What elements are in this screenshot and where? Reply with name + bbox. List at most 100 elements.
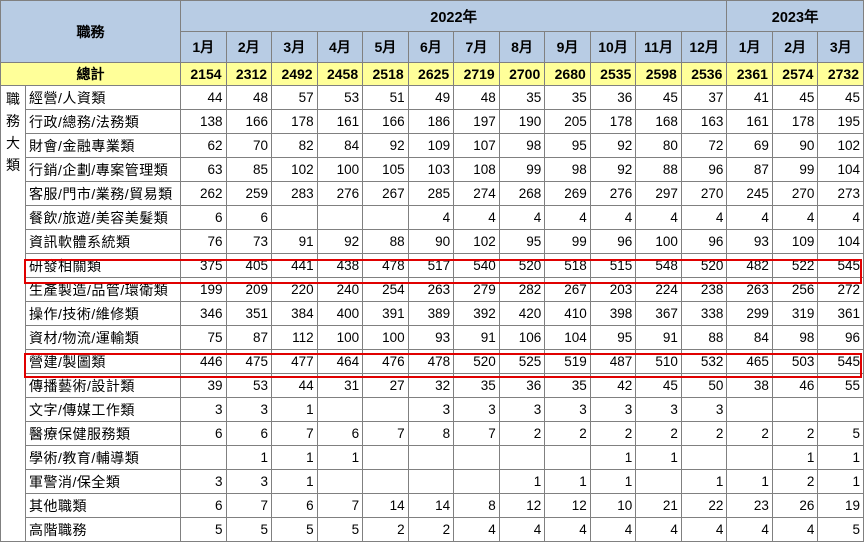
row-label: 研發相關類 [25, 253, 181, 278]
data-cell: 104 [817, 157, 864, 182]
data-cell: 1 [771, 445, 819, 470]
data-cell: 23 [726, 493, 773, 518]
data-cell: 276 [589, 181, 637, 206]
data-cell [407, 445, 455, 470]
total-cell: 2492 [271, 62, 318, 86]
row-label: 客服/門市/業務/貿易類 [25, 181, 181, 206]
data-cell: 41 [726, 85, 773, 110]
month-header: 2月 [225, 31, 273, 63]
data-cell: 3 [225, 397, 273, 422]
data-cell [362, 469, 409, 494]
data-cell: 1 [498, 469, 546, 494]
data-cell: 109 [407, 133, 455, 158]
data-cell [362, 445, 409, 470]
data-cell: 5 [817, 421, 864, 446]
data-cell: 3 [544, 397, 591, 422]
data-cell: 99 [544, 229, 591, 254]
data-cell: 53 [316, 85, 364, 110]
row-label: 醫療保健服務類 [25, 421, 181, 446]
data-cell: 90 [407, 229, 455, 254]
table-row: 其他職類 6 7 6 7 14 14 8 12 12 10 21 22 23 26 19 [1, 493, 864, 518]
data-cell: 1 [817, 445, 864, 470]
data-cell: 517 [407, 253, 455, 278]
month-header: 4月 [316, 31, 364, 63]
data-cell: 5 [225, 517, 273, 542]
data-cell: 96 [680, 229, 728, 254]
data-cell: 545 [817, 349, 864, 374]
data-cell: 44 [271, 373, 318, 398]
total-cell: 2700 [498, 62, 546, 86]
data-cell: 95 [544, 133, 591, 158]
data-cell: 35 [453, 373, 500, 398]
total-row: 總計 2154 2312 2492 2458 2518 2625 2719 2700 2680 25… [0, 62, 864, 86]
total-label: 總計 [0, 62, 181, 86]
data-cell: 3 [498, 397, 546, 422]
table-row: 營建/製圖類 446 475 477 464 476 478 520 525 519 487 510 5… [1, 349, 864, 374]
data-cell: 503 [771, 349, 819, 374]
data-cell: 3 [180, 397, 227, 422]
data-cell: 224 [635, 277, 682, 302]
month-header: 11月 [635, 31, 682, 63]
data-cell: 35 [498, 85, 546, 110]
data-cell: 548 [635, 253, 682, 278]
data-cell: 8 [407, 421, 455, 446]
data-cell: 95 [589, 325, 637, 350]
data-cell: 96 [589, 229, 637, 254]
data-cell: 272 [817, 277, 864, 302]
data-cell: 4 [635, 517, 682, 542]
data-cell: 7 [316, 493, 364, 518]
data-cell: 87 [225, 325, 273, 350]
data-cell: 1 [589, 445, 637, 470]
data-cell: 6 [271, 493, 318, 518]
data-cell: 178 [271, 109, 318, 134]
data-cell [726, 397, 773, 422]
data-cell: 256 [771, 277, 819, 302]
data-cell: 70 [225, 133, 273, 158]
data-cell: 1 [271, 445, 318, 470]
data-cell: 93 [726, 229, 773, 254]
table-row: 傳播藝術/設計類 39 53 44 31 27 32 35 36 35 42 45 50 38 46 55 [1, 373, 864, 398]
data-cell: 2 [635, 421, 682, 446]
total-cell: 2680 [544, 62, 591, 86]
data-cell: 108 [453, 157, 500, 182]
data-cell: 161 [316, 109, 364, 134]
data-cell: 161 [726, 109, 773, 134]
data-cell: 351 [225, 301, 273, 326]
data-cell: 50 [680, 373, 728, 398]
data-cell: 522 [771, 253, 819, 278]
data-cell: 6 [180, 205, 227, 230]
data-cell: 72 [680, 133, 728, 158]
month-header: 3月 [817, 31, 864, 63]
row-label: 學術/教育/輔導類 [25, 445, 181, 470]
data-cell: 48 [453, 85, 500, 110]
data-cell: 4 [544, 205, 591, 230]
data-cell: 85 [225, 157, 273, 182]
data-cell: 375 [180, 253, 227, 278]
data-cell: 84 [316, 133, 364, 158]
data-cell: 240 [316, 277, 364, 302]
data-cell: 254 [362, 277, 409, 302]
data-cell: 1 [225, 445, 273, 470]
data-cell: 62 [180, 133, 227, 158]
data-cell: 384 [271, 301, 318, 326]
table-row: 行銷/企劃/專案管理類 63 85 102 100 105 103 108 99 98 92 88 96… [1, 157, 864, 182]
data-cell: 259 [225, 181, 273, 206]
total-cell: 2458 [316, 62, 364, 86]
data-cell: 267 [362, 181, 409, 206]
row-label: 財會/金融專業類 [25, 133, 181, 158]
data-cell: 37 [680, 85, 728, 110]
row-label: 傳播藝術/設計類 [25, 373, 181, 398]
data-cell: 112 [271, 325, 318, 350]
data-cell: 283 [271, 181, 318, 206]
data-cell: 98 [771, 325, 819, 350]
data-cell: 76 [180, 229, 227, 254]
data-cell: 12 [544, 493, 591, 518]
data-cell: 482 [726, 253, 773, 278]
month-header-row: 1月 2月 3月 4月 5月 6月 7月 8月 9月 10月 11月 12月 1月 2月 3月 [1, 31, 864, 63]
month-header: 6月 [407, 31, 455, 63]
data-cell: 3 [407, 397, 455, 422]
data-cell [407, 469, 455, 494]
data-cell: 205 [544, 109, 591, 134]
data-cell: 90 [771, 133, 819, 158]
group-label: 職務大類 [0, 85, 26, 542]
